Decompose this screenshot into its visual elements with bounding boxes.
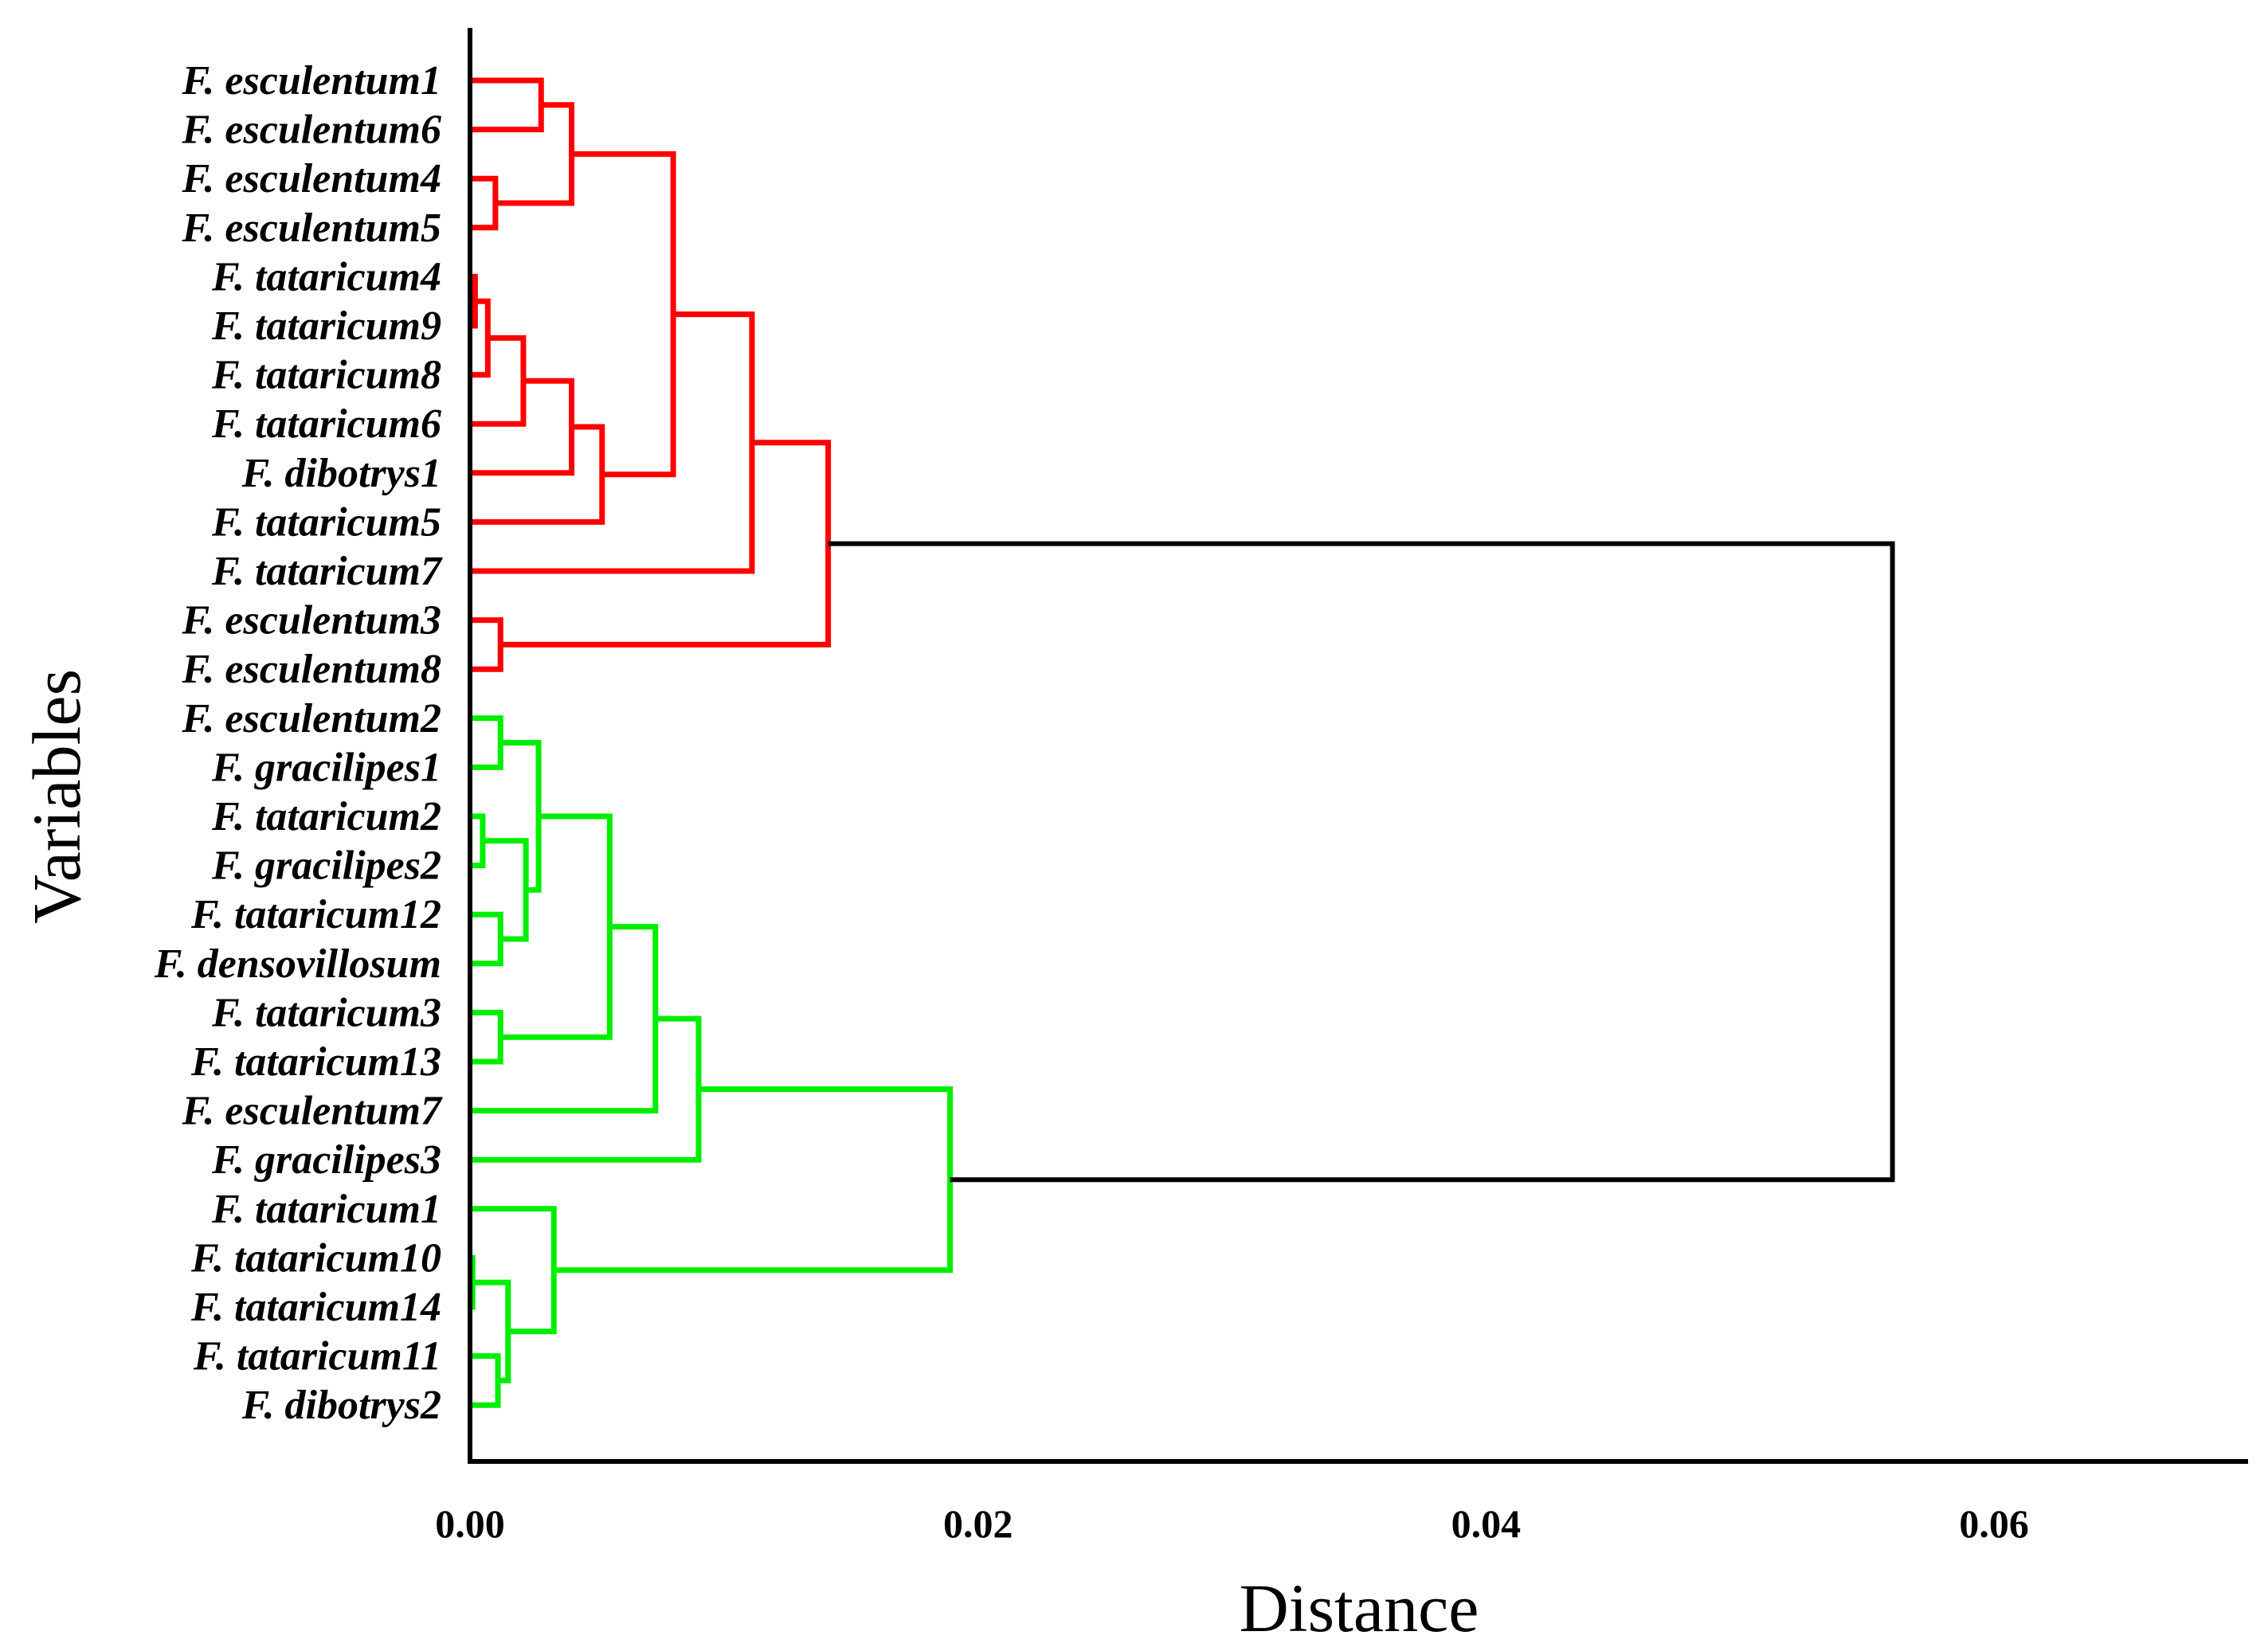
dendrogram-branches <box>469 77 1895 1408</box>
dendrogram-link-d1 <box>470 617 503 672</box>
leaf-label: F. tataricum11 <box>193 1334 441 1379</box>
dendrogram-link-e9 <box>470 1015 702 1163</box>
y-axis-title: Variables <box>18 669 95 924</box>
dendrogram-link-e6 <box>470 1009 503 1065</box>
x-tick-labels: 0.00 0.02 0.04 0.06 <box>435 1501 2029 1546</box>
leaf-label: F. dibotrys1 <box>241 451 441 496</box>
axes <box>468 28 2248 1464</box>
leaf-label: F. tataricum1 <box>211 1187 441 1232</box>
leaf-label: F. dibotrys2 <box>241 1383 441 1428</box>
dendrogram-link-c2 <box>470 311 755 574</box>
dendrogram-link-f3 <box>472 1279 511 1383</box>
x-axis-title: Distance <box>1240 1570 1479 1646</box>
leaf-label: F. esculentum3 <box>181 598 441 644</box>
dendrogram-link-f4 <box>470 1206 557 1335</box>
leaf-label: F. esculentum6 <box>181 108 441 153</box>
dendrogram-link-a1 <box>470 77 544 133</box>
leaf-label: F. tataricum10 <box>190 1235 441 1281</box>
dendrogram-link-root <box>828 541 1895 1183</box>
leaf-label: F. tataricum9 <box>211 303 441 349</box>
dendrogram-link-e7 <box>500 813 613 1040</box>
leaf-label: F. tataricum4 <box>211 254 441 299</box>
leaf-label: F. tataricum3 <box>211 990 441 1035</box>
x-tick-label: 0.06 <box>1959 1501 2029 1546</box>
x-tick-label: 0.00 <box>435 1501 505 1546</box>
leaf-label: F. esculentum1 <box>181 58 441 104</box>
leaf-label: F. gracilipes3 <box>211 1137 441 1183</box>
leaf-label: F. gracilipes1 <box>211 745 441 790</box>
dendrogram-link-f2 <box>470 1353 501 1408</box>
dendrogram-link-G <box>554 1086 954 1273</box>
leaf-label: F. tataricum7 <box>211 549 443 594</box>
leaf-label: F. tataricum5 <box>211 499 441 545</box>
x-tick-label: 0.02 <box>943 1501 1013 1546</box>
leaf-label: F. densovillosum <box>154 941 441 987</box>
leaf-label: F. tataricum14 <box>190 1285 441 1330</box>
leaf-label: F. gracilipes2 <box>211 843 441 889</box>
leaf-label: F. esculentum4 <box>181 156 441 201</box>
dendrogram-link-a3 <box>495 102 575 206</box>
dendrogram-link-e5 <box>500 740 542 893</box>
leaf-label: F. tataricum13 <box>190 1039 441 1085</box>
dendrogram-link-e4 <box>482 838 529 942</box>
x-tick-label: 0.04 <box>1451 1501 1522 1546</box>
dendrogram-link-e1 <box>470 715 503 770</box>
leaf-label: F. tataricum8 <box>211 353 441 398</box>
dendrogram-link-b1 <box>470 273 478 329</box>
leaf-label: F. esculentum2 <box>181 696 441 741</box>
dendrogram-link-e3 <box>470 911 503 967</box>
leaf-label: F. esculentum7 <box>181 1089 443 1134</box>
leaf-label: F. tataricum12 <box>190 892 441 937</box>
dendrogram-link-b3 <box>470 335 527 427</box>
dendrogram-link-a2 <box>470 175 499 231</box>
leaf-label: F. esculentum8 <box>181 647 441 692</box>
leaf-label: F. tataricum6 <box>211 401 441 447</box>
leaf-label: F. esculentum5 <box>181 205 441 251</box>
leaf-label: F. tataricum2 <box>211 794 441 839</box>
